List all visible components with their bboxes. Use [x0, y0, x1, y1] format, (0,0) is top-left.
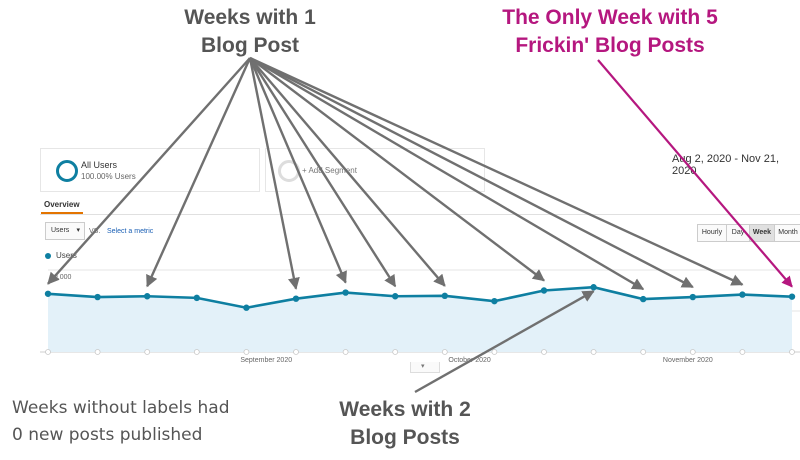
annotation-five-posts: The Only Week with 5 Frickin' Blog Posts	[502, 6, 718, 57]
segment-name: All Users	[81, 160, 118, 170]
annotation-no-label-note: Weeks without labels had 0 new posts pub…	[12, 398, 230, 445]
annotation-marker-icon	[342, 349, 349, 355]
data-point	[739, 291, 746, 298]
annotation-arrow	[597, 59, 793, 288]
segment-percentage: 100.00% Users	[81, 172, 136, 181]
annotation-marker-icon	[193, 349, 200, 355]
annotation-arrow	[146, 57, 252, 288]
week-button[interactable]: Week	[749, 224, 775, 242]
chart-resize-handle[interactable]: ▾	[410, 362, 440, 373]
chevron-down-icon: ▾	[76, 227, 80, 234]
annotation-arrow	[248, 57, 347, 284]
data-point	[292, 295, 300, 302]
annotation-arrow	[249, 57, 545, 282]
data-point	[590, 284, 597, 291]
annotation-arrow	[249, 57, 446, 287]
annotation-marker-icon	[590, 349, 597, 355]
annotation-marker-icon	[243, 349, 250, 355]
annotation-arrow	[248, 57, 397, 288]
annotation-marker-icon	[491, 349, 498, 355]
annotation-marker-icon	[689, 349, 696, 355]
data-point	[491, 297, 498, 305]
select-metric-link[interactable]: Select a metric	[107, 228, 154, 235]
data-point	[540, 287, 548, 294]
users-area	[48, 287, 792, 352]
annotation-marker-icon	[441, 349, 448, 355]
x-tick-label: November 2020	[663, 357, 713, 364]
segment-ring-icon	[56, 160, 78, 182]
data-point	[144, 293, 151, 300]
legend-dot	[45, 253, 51, 259]
annotation-marker-icon	[541, 349, 547, 355]
data-point	[243, 304, 250, 311]
x-tick-label: September 2020	[240, 357, 292, 364]
month-button[interactable]: Month	[774, 224, 800, 242]
y-tick-label: 20,000	[50, 274, 72, 281]
data-point	[44, 290, 52, 297]
annotation-arrow	[249, 56, 744, 286]
annotation-marker-icon	[144, 349, 151, 355]
annotation-one-post: Weeks with 1 Blog Post	[184, 6, 316, 57]
annotation-arrow	[249, 56, 694, 289]
tab-divider	[40, 214, 800, 215]
annotation-arrow	[414, 290, 595, 394]
data-point	[193, 294, 200, 302]
data-point	[392, 293, 399, 300]
annotation-marker-icon	[45, 349, 51, 355]
data-point	[689, 293, 696, 301]
data-point	[94, 293, 101, 301]
metric-select[interactable]: Users ▾	[45, 222, 85, 240]
users-series-line	[47, 285, 793, 310]
annotation-marker-icon	[293, 349, 299, 355]
annotation-arrow	[47, 57, 251, 285]
annotation-arrow	[249, 56, 645, 291]
annotation-marker-icon	[94, 349, 101, 355]
annotation-marker-icon	[640, 349, 647, 355]
annotation-arrow	[248, 57, 300, 290]
annotation-marker-icon	[392, 349, 399, 355]
legend-label: Users	[56, 251, 77, 260]
annotation-marker-icon	[789, 349, 795, 355]
data-point	[640, 295, 647, 303]
add-segment-box[interactable]: + Add Segment	[265, 148, 485, 192]
data-point	[441, 292, 448, 300]
add-segment-label: + Add Segment	[302, 166, 357, 175]
data-point	[342, 289, 349, 296]
tab-overview[interactable]: Overview	[41, 200, 83, 214]
drag-handle-icon: ▾	[421, 363, 425, 370]
annotation-marker-icon	[739, 349, 746, 355]
annotation-two-posts: Weeks with 2 Blog Posts	[339, 398, 471, 449]
data-point	[788, 293, 796, 300]
metric-select-value: Users	[51, 227, 70, 234]
